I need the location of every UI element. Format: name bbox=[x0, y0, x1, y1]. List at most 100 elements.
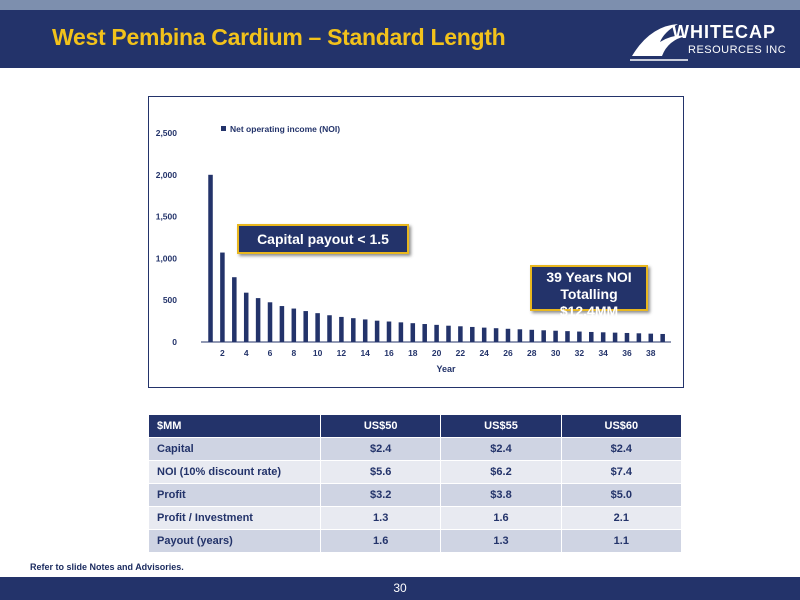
table-cell: $2.4 bbox=[440, 437, 562, 461]
page-number: 30 bbox=[393, 581, 407, 595]
noi-bar bbox=[612, 332, 618, 342]
noi-bar bbox=[422, 324, 427, 342]
noi-bar bbox=[577, 331, 582, 342]
noi-bar bbox=[243, 292, 249, 342]
x-tick-label: 6 bbox=[268, 348, 273, 358]
row-label: Payout (years) bbox=[148, 529, 321, 553]
table-cell: 1.6 bbox=[440, 506, 562, 530]
row-label: Profit / Investment bbox=[148, 506, 321, 530]
table-cell: 2.1 bbox=[560, 506, 683, 530]
logo-brand: WHITECAP bbox=[672, 22, 776, 42]
noi-bar bbox=[374, 320, 380, 342]
economics-table: $MM US$50 US$55 US$60 Capital $2.4 $2.4 … bbox=[148, 414, 683, 553]
table-cell: $2.4 bbox=[560, 437, 683, 461]
wave-icon bbox=[630, 24, 688, 61]
x-tick-label: 36 bbox=[622, 348, 632, 358]
noi-bar bbox=[410, 323, 416, 342]
noi-bar bbox=[220, 252, 225, 342]
noi-bar bbox=[434, 324, 439, 342]
noi-bar bbox=[481, 327, 487, 342]
row-label: Profit bbox=[148, 483, 321, 507]
x-tick-label: 34 bbox=[598, 348, 608, 358]
noi-bar bbox=[315, 313, 320, 342]
footnote: Refer to slide Notes and Advisories. bbox=[30, 562, 184, 572]
noi-bar bbox=[208, 174, 213, 342]
row-label: NOI (10% discount rate) bbox=[148, 460, 321, 484]
x-tick-label: 28 bbox=[527, 348, 537, 358]
y-tick-label: 2,000 bbox=[156, 170, 178, 180]
noi-bar bbox=[267, 302, 273, 342]
x-tick-label: 22 bbox=[456, 348, 466, 358]
table-cell: $5.0 bbox=[560, 483, 683, 507]
noi-bar bbox=[291, 308, 297, 342]
legend-swatch bbox=[221, 126, 226, 131]
x-tick-label: 12 bbox=[337, 348, 347, 358]
table-cell: $3.8 bbox=[440, 483, 562, 507]
noi-total-callout-line1: 39 Years NOI bbox=[546, 269, 632, 285]
header-cell: US$50 bbox=[319, 414, 442, 438]
payout-callout: Capital payout < 1.5 Years bbox=[237, 224, 409, 273]
x-tick-label: 38 bbox=[646, 348, 656, 358]
company-logo: WHITECAP RESOURCES INC bbox=[628, 18, 793, 64]
footer-bar: 30 bbox=[0, 577, 800, 600]
noi-bar bbox=[255, 298, 261, 342]
noi-bar bbox=[493, 328, 499, 342]
x-tick-label: 10 bbox=[313, 348, 323, 358]
noi-chart: 0 500 1,000 1,500 2,000 2,500 2 4 6 8 10 12 14 16 18 20… bbox=[148, 96, 684, 388]
x-tick-label: 2 bbox=[220, 348, 225, 358]
noi-bar bbox=[398, 322, 404, 342]
payout-callout-text: Capital payout < 1.5 Years bbox=[257, 231, 389, 273]
noi-bar bbox=[600, 332, 606, 342]
x-tick-label: 18 bbox=[408, 348, 418, 358]
header-cell: $MM bbox=[148, 414, 321, 438]
table-cell: $3.2 bbox=[319, 483, 442, 507]
noi-bar bbox=[529, 329, 535, 342]
noi-bar bbox=[589, 331, 594, 342]
x-tick-label: 16 bbox=[384, 348, 394, 358]
noi-bar bbox=[351, 318, 356, 342]
header-cell: US$55 bbox=[440, 414, 562, 438]
noi-bar bbox=[505, 328, 511, 342]
table-cell: $6.2 bbox=[440, 460, 562, 484]
table-cell: $7.4 bbox=[560, 460, 683, 484]
y-tick-label: 500 bbox=[163, 295, 177, 305]
table-row: NOI (10% discount rate) $5.6 $6.2 $7.4 bbox=[148, 460, 683, 484]
table-cell: 1.6 bbox=[319, 529, 442, 553]
x-tick-label: 30 bbox=[551, 348, 561, 358]
noi-bar bbox=[232, 277, 237, 342]
x-tick-label: 32 bbox=[575, 348, 585, 358]
x-tick-label: 4 bbox=[244, 348, 249, 358]
table-row: Capital $2.4 $2.4 $2.4 bbox=[148, 437, 683, 461]
legend-label: Net operating income (NOI) bbox=[230, 124, 340, 134]
table-cell: 1.3 bbox=[440, 529, 562, 553]
y-tick-label: 0 bbox=[172, 337, 177, 347]
table-cell: 1.1 bbox=[560, 529, 683, 553]
row-label: Capital bbox=[148, 437, 321, 461]
noi-bar bbox=[470, 326, 475, 342]
noi-bar bbox=[339, 316, 344, 342]
logo-subtitle: RESOURCES INC bbox=[688, 44, 787, 56]
noi-bar bbox=[636, 333, 642, 342]
noi-bar bbox=[386, 321, 392, 342]
noi-bar bbox=[648, 333, 654, 342]
x-tick-label: 14 bbox=[360, 348, 370, 358]
noi-bar bbox=[565, 331, 570, 342]
noi-bar bbox=[327, 315, 332, 342]
x-axis-title: Year bbox=[436, 364, 456, 374]
noi-bar bbox=[279, 306, 285, 342]
table-row: Profit $3.2 $3.8 $5.0 bbox=[148, 483, 683, 507]
noi-bar bbox=[458, 326, 463, 342]
noi-bar bbox=[660, 333, 665, 342]
y-tick-label: 1,500 bbox=[156, 212, 178, 222]
noi-bar bbox=[624, 332, 630, 342]
table-cell: 1.3 bbox=[319, 506, 442, 530]
noi-total-callout: 39 Years NOI Totalling $12.4MM bbox=[530, 265, 648, 319]
top-accent-bar bbox=[0, 0, 800, 10]
table-row: Profit / Investment 1.3 1.6 2.1 bbox=[148, 506, 683, 530]
page-title: West Pembina Cardium – Standard Length bbox=[52, 24, 506, 50]
noi-bar bbox=[303, 311, 308, 342]
x-tick-label: 8 bbox=[291, 348, 296, 358]
noi-bar bbox=[517, 329, 523, 342]
noi-bar bbox=[541, 330, 546, 342]
